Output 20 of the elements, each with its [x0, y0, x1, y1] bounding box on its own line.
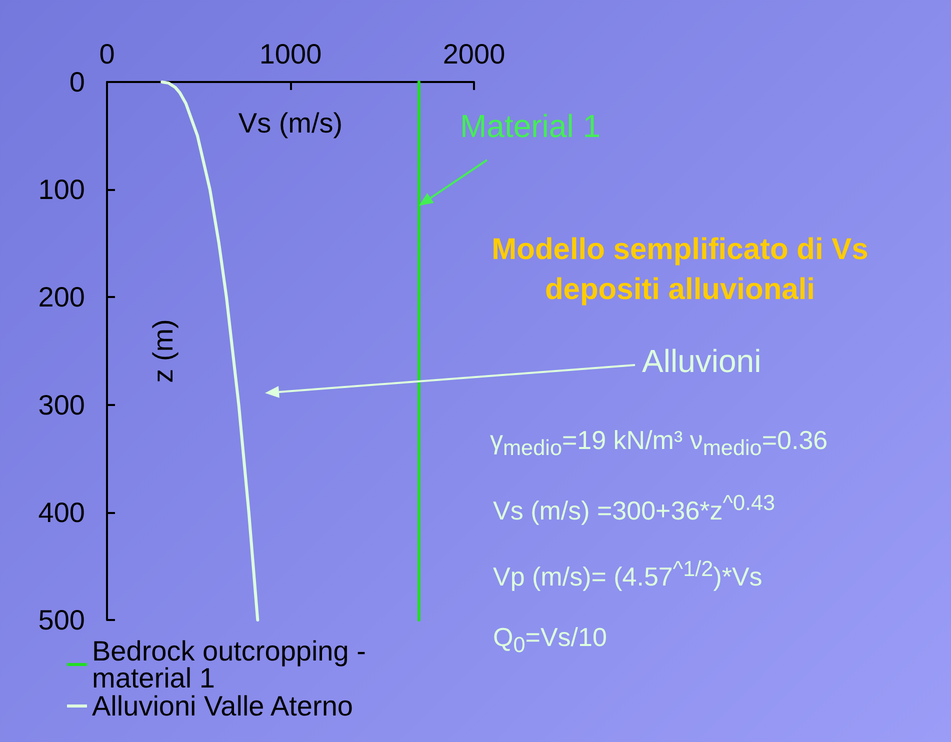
- x-tick-label: 2000: [442, 38, 506, 70]
- x-tick-label: 1000: [259, 38, 322, 70]
- text: Q$_{0}$=Vs/10: [493, 622, 607, 658]
- annotation: Material 1: [460, 108, 600, 145]
- y-tick-label: 100: [38, 174, 85, 206]
- x-axis-title: Vs (m/s): [238, 108, 343, 138]
- legend-label: Alluvioni Valle Aterno: [92, 690, 353, 722]
- y-tick-label: 0: [69, 66, 85, 98]
- text: Modello semplificato di Vs depositi alluvionali: [490, 232, 870, 308]
- x-tick-label: 0: [99, 38, 115, 70]
- text: Alluvioni: [642, 343, 762, 380]
- text: Vs (m/s) =300+36*z$^{^0.43}$: [493, 490, 776, 527]
- y-axis-title: z (m): [148, 319, 178, 383]
- y-tick-label: 300: [38, 389, 85, 420]
- y-tick-label: 200: [38, 282, 85, 313]
- y-tick-label: 500: [38, 604, 85, 636]
- text: γ$_{medio}$=19 kN/m³ ν$_{medio}$=0.36: [490, 425, 828, 462]
- text: Vp (m/s)= (4.57$^{^1/2}$)*Vs: [493, 556, 762, 593]
- legend-label: Bedrock outcropping - material 1: [92, 636, 374, 694]
- y-tick-label: 400: [38, 496, 85, 528]
